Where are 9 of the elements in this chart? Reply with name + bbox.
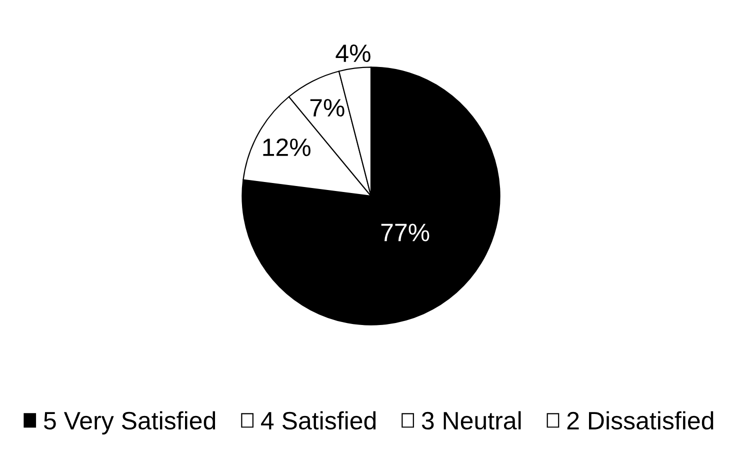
data-label: 7% <box>310 99 344 117</box>
legend-label: 4 Satisfied <box>261 411 376 430</box>
data-label: 12% <box>263 138 310 156</box>
legend-label: 3 Neutral <box>422 411 521 430</box>
legend-label: 5 Very Satisfied <box>44 411 216 434</box>
data-label: 4% <box>336 44 370 62</box>
data-label: 77% <box>381 224 430 242</box>
pie-slice <box>242 66 500 326</box>
legend-label: 2 Dissatisfied <box>567 411 714 430</box>
